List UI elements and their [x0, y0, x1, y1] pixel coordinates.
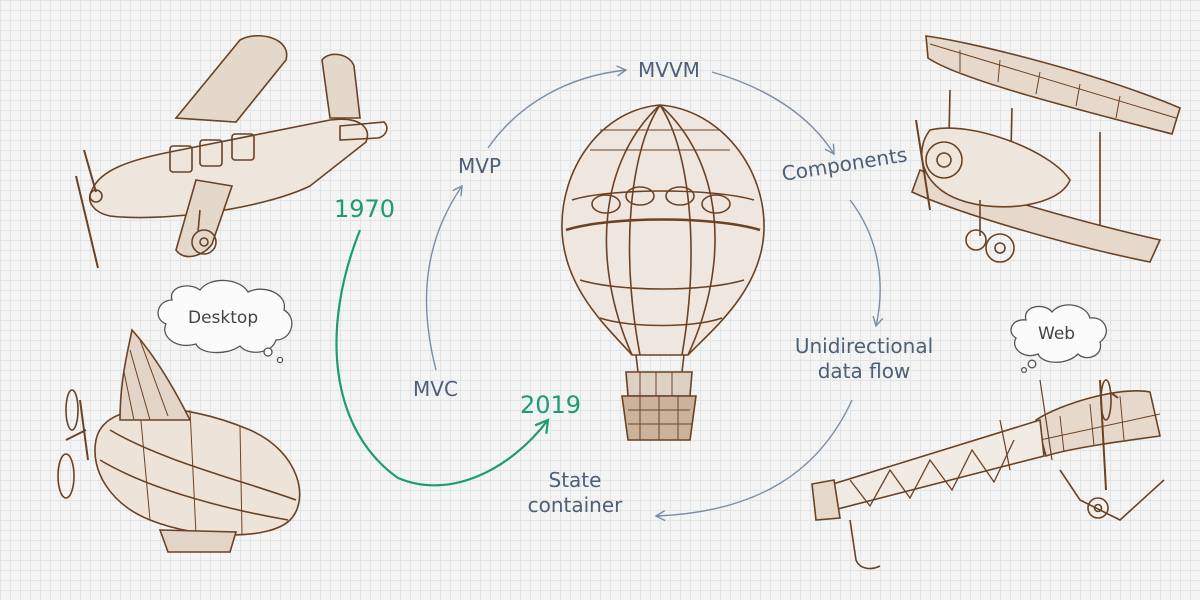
- biplane-illustration: [910, 35, 1181, 263]
- label-unidirectional-line1: Unidirectional: [794, 334, 934, 358]
- label-web: Web: [1038, 324, 1076, 344]
- label-mvc: MVC: [413, 377, 458, 401]
- label-desktop: Desktop: [188, 308, 259, 328]
- arrow-mvc-to-mvp: [425, 184, 463, 371]
- arrow-mvvm-to-components: [711, 71, 835, 156]
- label-mvvm: MVVM: [638, 58, 700, 82]
- label-year-1970: 1970: [334, 195, 396, 223]
- label-state-line1: State: [548, 468, 602, 492]
- cycle-arrows: [425, 65, 884, 522]
- monoplane-illustration: [75, 35, 388, 269]
- timeline-arrow: [335, 229, 550, 487]
- label-mvp: MVP: [458, 154, 501, 178]
- label-unidirectional-data-flow: Unidirectional data flow: [790, 334, 938, 384]
- label-state-container: State container: [520, 468, 630, 518]
- label-unidirectional-line2: data flow: [817, 359, 911, 383]
- arrow-mvp-to-mvvm: [487, 65, 628, 149]
- arrow-components-to-unidirectional: [849, 199, 884, 328]
- thought-bubble-web: [1010, 304, 1107, 374]
- arrow-unidirectional-to-state: [654, 399, 853, 522]
- thought-bubble-desktop: [157, 279, 293, 364]
- early-aeroplane-illustration: [811, 379, 1165, 570]
- hot-air-balloon-illustration: [561, 104, 765, 441]
- label-state-line2: container: [527, 493, 623, 517]
- label-year-2019: 2019: [520, 391, 582, 419]
- airship-illustration: [57, 328, 301, 553]
